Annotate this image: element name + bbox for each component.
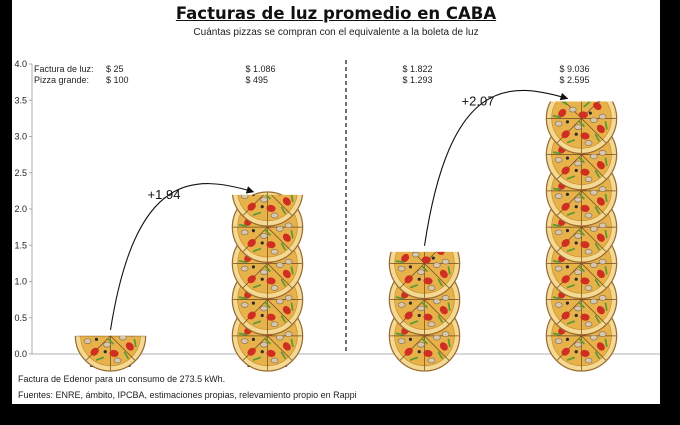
y-tick-label: 3.0 (14, 132, 27, 142)
row-label-factura: Factura de luz: (34, 64, 94, 74)
row-label-pizza: Pizza grande: (34, 75, 89, 85)
y-tick-label: 3.5 (14, 95, 27, 105)
y-tick-label: 1.0 (14, 277, 27, 287)
bar-stack (388, 251, 461, 372)
pizza-icon (74, 335, 147, 372)
pizza-price-value: $ 2.595 (560, 75, 590, 85)
y-tick-label: 2.0 (14, 204, 27, 214)
pizza-icon (231, 194, 304, 227)
bar-stack (231, 191, 304, 372)
footnote-fuentes: Fuentes: ENRE, ámbito, IPCBA, estimacion… (18, 390, 357, 400)
pizza-chart: 0.00.51.01.52.02.53.03.54.0Luz ene16Luz … (14, 59, 660, 372)
pizza-price-value: $ 100 (106, 75, 129, 85)
annotation-arrow (423, 89, 569, 246)
annotation-label: +2.07 (462, 94, 495, 109)
annotation-arrow (109, 183, 255, 330)
pizza-icon (545, 101, 618, 155)
factura-value: $ 1.822 (403, 64, 433, 74)
pizza-price-value: $ 495 (246, 75, 269, 85)
pizza-icon (388, 251, 461, 300)
annotation-label: +1.94 (148, 187, 181, 202)
bar-stack (545, 101, 618, 372)
bar-stack (74, 335, 147, 372)
y-tick-label: 4.0 (14, 59, 27, 69)
factura-value: $ 1.086 (246, 64, 276, 74)
chart-title: Facturas de luz promedio en CABA (175, 4, 497, 23)
y-tick-label: 0.0 (14, 349, 27, 359)
y-tick-label: 2.5 (14, 168, 27, 178)
pizza-price-value: $ 1.293 (403, 75, 433, 85)
y-tick-label: 1.5 (14, 240, 27, 250)
y-tick-label: 0.5 (14, 313, 27, 323)
footnote-consumo: Factura de Edenor para un consumo de 273… (18, 374, 226, 384)
factura-value: $ 25 (106, 64, 124, 74)
chart-subtitle: Cuántas pizzas se compran con el equival… (193, 27, 479, 38)
factura-value: $ 9.036 (560, 64, 590, 74)
figure-frame: Facturas de luz promedio en CABA Cuántas… (12, 0, 660, 404)
